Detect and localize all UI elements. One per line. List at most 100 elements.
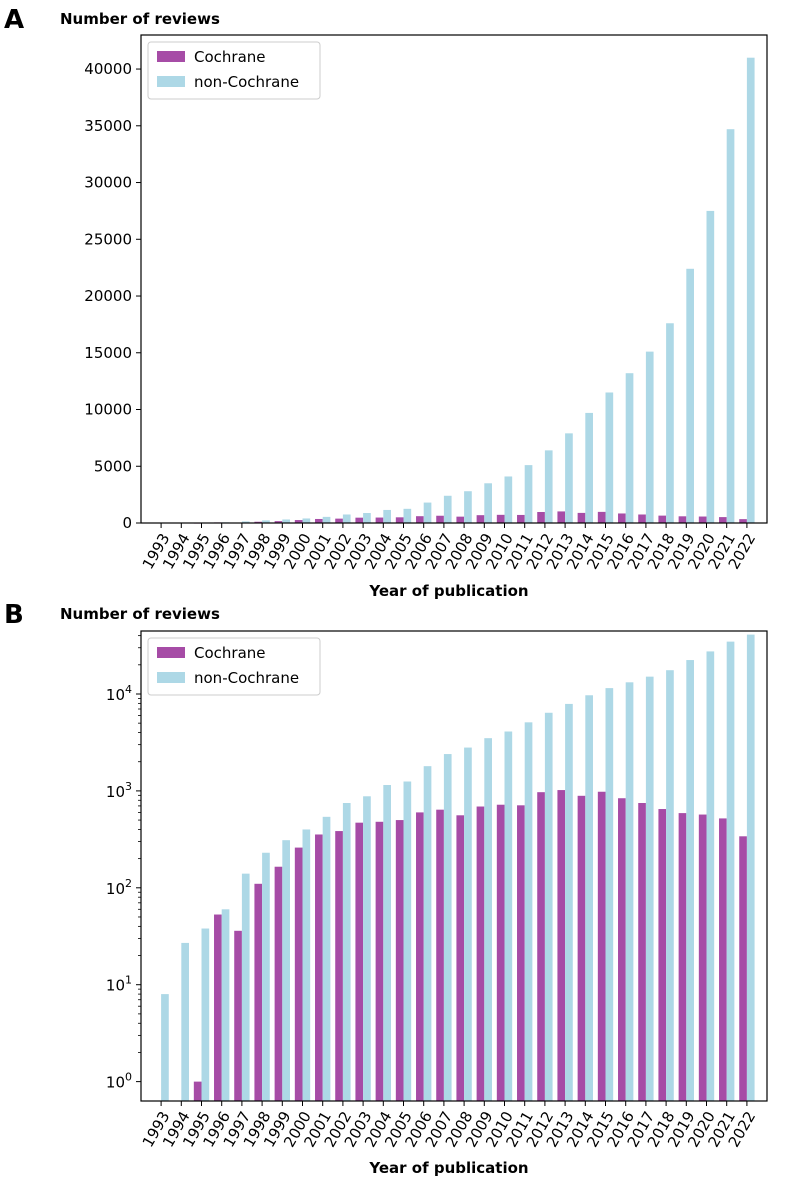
panel-b-bar-non-cochrane-2014 <box>585 695 593 1101</box>
panel-b-bar-cochrane-2017 <box>638 803 646 1101</box>
panel-b-bar-cochrane-2014 <box>577 795 586 1101</box>
panel-b-bar-cochrane-1997 <box>234 930 242 1101</box>
panel-a-bar-cochrane-2019 <box>678 516 687 523</box>
panel-b-legend-label-cochrane: Cochrane <box>194 644 266 662</box>
panel-a-bar-non-cochrane-1999 <box>282 519 290 523</box>
panel-a-letter: A <box>4 5 24 35</box>
panel-a-y-tick-label-4: 20000 <box>84 287 132 305</box>
panel-a-y-tick-label-5: 25000 <box>84 230 132 248</box>
panel-a-bar-non-cochrane-1998 <box>262 520 270 523</box>
panel-b-bar-cochrane-2007 <box>436 809 444 1101</box>
panel-b-bar-non-cochrane-1997 <box>241 873 250 1101</box>
panel-a-bar-cochrane-2020 <box>698 516 707 523</box>
panel-b-bar-cochrane-2005 <box>395 820 404 1101</box>
panel-a-bar-cochrane-1998 <box>254 521 263 523</box>
panel-a-bar-non-cochrane-2000 <box>302 518 311 523</box>
panel-b-y-tick-label-2: 102 <box>106 877 132 898</box>
panel-a-bar-cochrane-2010 <box>496 514 505 523</box>
panel-a-y-axis-label: Number of reviews <box>60 10 220 28</box>
panel-a-bar-cochrane-2021 <box>719 517 727 523</box>
panel-a-bar-cochrane-2009 <box>476 515 485 523</box>
panel-b-bar-non-cochrane-1999 <box>282 840 290 1101</box>
panel-b-bar-cochrane-1998 <box>254 883 263 1101</box>
panel-a-y-tick-label-7: 35000 <box>84 117 132 135</box>
panel-a-bar-cochrane-2005 <box>395 517 404 523</box>
panel-a-bar-non-cochrane-2015 <box>605 392 614 523</box>
panel-a-y-tick-label-1: 5000 <box>94 457 132 475</box>
panel-b-bar-non-cochrane-1993 <box>161 994 169 1101</box>
panel-b-bar-non-cochrane-2013 <box>565 703 573 1101</box>
panel-b-bar-non-cochrane-2022 <box>746 634 755 1101</box>
panel-b-bar-non-cochrane-2002 <box>342 803 351 1101</box>
panel-b-bar-cochrane-2016 <box>618 798 626 1101</box>
panel-a-bar-non-cochrane-2018 <box>666 323 674 523</box>
panel-b-bar-cochrane-2020 <box>698 814 707 1101</box>
panel-a-legend-swatch-cochrane <box>157 51 185 62</box>
panel-b-bar-cochrane-2004 <box>375 821 384 1101</box>
panel-a-bar-non-cochrane-2014 <box>585 412 593 523</box>
panel-b-plot-frame <box>140 630 768 1102</box>
panel-b-legend-swatch-non-cochrane <box>157 672 185 683</box>
panel-a-bar-non-cochrane-2007 <box>443 495 452 523</box>
panel-b-bar-cochrane-2021 <box>719 818 727 1101</box>
panel-a-bar-non-cochrane-2021 <box>726 129 735 523</box>
panel-b-y-tick-label-1: 101 <box>106 974 132 995</box>
panel-a-bar-non-cochrane-2006 <box>423 502 432 523</box>
panel-b-bar-non-cochrane-1996 <box>221 909 230 1101</box>
panel-b-bar-non-cochrane-2021 <box>726 641 735 1101</box>
panel-b-bar-cochrane-2018 <box>658 809 667 1101</box>
panel-b-bar-non-cochrane-2012 <box>544 712 553 1101</box>
panel-a-bar-non-cochrane-2001 <box>322 516 331 523</box>
panel-b-bar-non-cochrane-2005 <box>403 781 412 1101</box>
panel-a-bar-cochrane-2008 <box>456 516 465 523</box>
panel-a-bar-cochrane-2022 <box>739 519 747 523</box>
panel-b-bar-cochrane-1996 <box>214 914 222 1101</box>
panel-b-legend-box <box>147 637 321 696</box>
panel-b-y-tick-label-3: 103 <box>106 780 132 801</box>
panel-b-bar-cochrane-1995 <box>193 1081 202 1101</box>
panel-b-bar-cochrane-2000 <box>294 847 303 1101</box>
panel-a-bar-cochrane-2016 <box>618 513 626 523</box>
panel-a-y-tick-label-2: 10000 <box>84 401 132 419</box>
panel-b-bar-cochrane-2015 <box>597 791 606 1101</box>
panel-a-bar-non-cochrane-2002 <box>342 514 351 523</box>
panel-a-legend-box <box>147 41 321 100</box>
panel-a-bar-cochrane-2011 <box>517 514 525 523</box>
panel-a-bar-cochrane-2018 <box>658 515 667 523</box>
panel-a-bar-non-cochrane-2003 <box>363 513 371 523</box>
panel-b-bar-cochrane-2013 <box>557 790 566 1101</box>
panel-b-bar-non-cochrane-2019 <box>686 660 694 1101</box>
panel-a-y-tick-label-0: 0 <box>122 514 132 532</box>
panel-a-bar-cochrane-2017 <box>638 514 646 523</box>
panel-b-bar-cochrane-2010 <box>496 804 505 1101</box>
panel-a-bar-cochrane-2015 <box>597 511 606 523</box>
panel-a-bar-non-cochrane-2022 <box>746 57 755 524</box>
panel-a-bar-non-cochrane-2019 <box>686 268 694 523</box>
panel-a-y-tick-label-3: 15000 <box>84 344 132 362</box>
panel-a-legend-label-cochrane: Cochrane <box>194 48 266 66</box>
panel-b-bar-non-cochrane-2003 <box>363 796 371 1101</box>
panel-a-y-tick-label-6: 30000 <box>84 174 132 192</box>
panel-b-bar-cochrane-2002 <box>335 831 343 1101</box>
panel-a-bar-non-cochrane-2017 <box>645 351 654 523</box>
panel-b-bar-cochrane-2001 <box>315 834 323 1101</box>
panel-b-bar-non-cochrane-1994 <box>181 942 189 1101</box>
panel-b-bar-non-cochrane-2017 <box>645 676 654 1101</box>
panel-b-bar-cochrane-2019 <box>678 813 687 1101</box>
panel-a-bar-non-cochrane-2005 <box>403 508 412 523</box>
panel-b-bar-non-cochrane-2011 <box>524 722 533 1101</box>
panel-a-bar-non-cochrane-2011 <box>524 465 533 523</box>
panel-b-bar-non-cochrane-1995 <box>201 928 210 1101</box>
panel-a-bar-non-cochrane-2012 <box>544 450 553 523</box>
panel-a-legend-swatch-non-cochrane <box>157 76 185 87</box>
panel-a-bar-cochrane-2000 <box>294 520 303 523</box>
panel-a-bar-cochrane-2013 <box>557 511 566 523</box>
panel-a-plot-frame <box>140 34 768 524</box>
panel-a-x-axis-label: Year of publication <box>368 582 528 600</box>
panel-a-y-tick-label-8: 40000 <box>84 60 132 78</box>
panel-b-bar-cochrane-2011 <box>517 805 525 1101</box>
panel-b-bar-non-cochrane-2000 <box>302 829 311 1101</box>
panel-b-letter: B <box>4 600 24 630</box>
panel-a-bar-non-cochrane-2008 <box>464 491 472 523</box>
panel-b-bar-non-cochrane-2007 <box>443 754 452 1101</box>
